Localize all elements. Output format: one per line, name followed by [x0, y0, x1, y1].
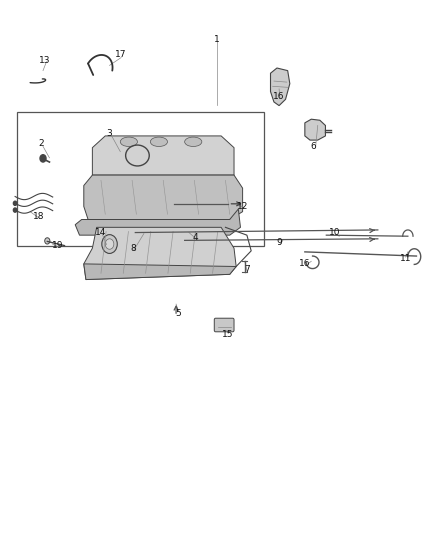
Text: 3: 3: [107, 129, 113, 138]
Polygon shape: [84, 175, 243, 220]
Text: 18: 18: [33, 212, 45, 221]
Text: 1: 1: [214, 35, 220, 44]
Bar: [17, 112, 264, 246]
Text: 7: 7: [244, 264, 250, 273]
Text: 6: 6: [311, 142, 316, 151]
Polygon shape: [75, 209, 240, 235]
Circle shape: [105, 239, 114, 249]
Text: 17: 17: [114, 51, 126, 60]
Text: 12: 12: [237, 202, 248, 211]
Polygon shape: [305, 119, 325, 140]
Circle shape: [14, 208, 17, 212]
Text: 16: 16: [273, 92, 285, 101]
Circle shape: [14, 201, 17, 205]
Ellipse shape: [120, 137, 138, 147]
Ellipse shape: [150, 137, 167, 147]
FancyBboxPatch shape: [214, 318, 234, 332]
Circle shape: [40, 155, 46, 162]
Polygon shape: [92, 136, 234, 175]
Polygon shape: [84, 228, 236, 280]
Text: 8: 8: [130, 244, 136, 253]
Circle shape: [45, 238, 50, 244]
Polygon shape: [271, 68, 290, 106]
Text: 14: 14: [95, 228, 106, 237]
Text: 5: 5: [175, 309, 181, 318]
Text: 19: 19: [52, 241, 64, 250]
Ellipse shape: [185, 137, 202, 147]
Text: 10: 10: [329, 228, 341, 237]
Circle shape: [102, 235, 117, 254]
Text: 15: 15: [222, 330, 233, 339]
Text: 2: 2: [38, 139, 44, 148]
Text: 9: 9: [276, 238, 282, 247]
Text: 4: 4: [193, 233, 198, 243]
Text: 16: 16: [299, 260, 311, 269]
Text: 13: 13: [39, 55, 51, 64]
Polygon shape: [84, 264, 236, 280]
Text: 11: 11: [400, 254, 411, 263]
